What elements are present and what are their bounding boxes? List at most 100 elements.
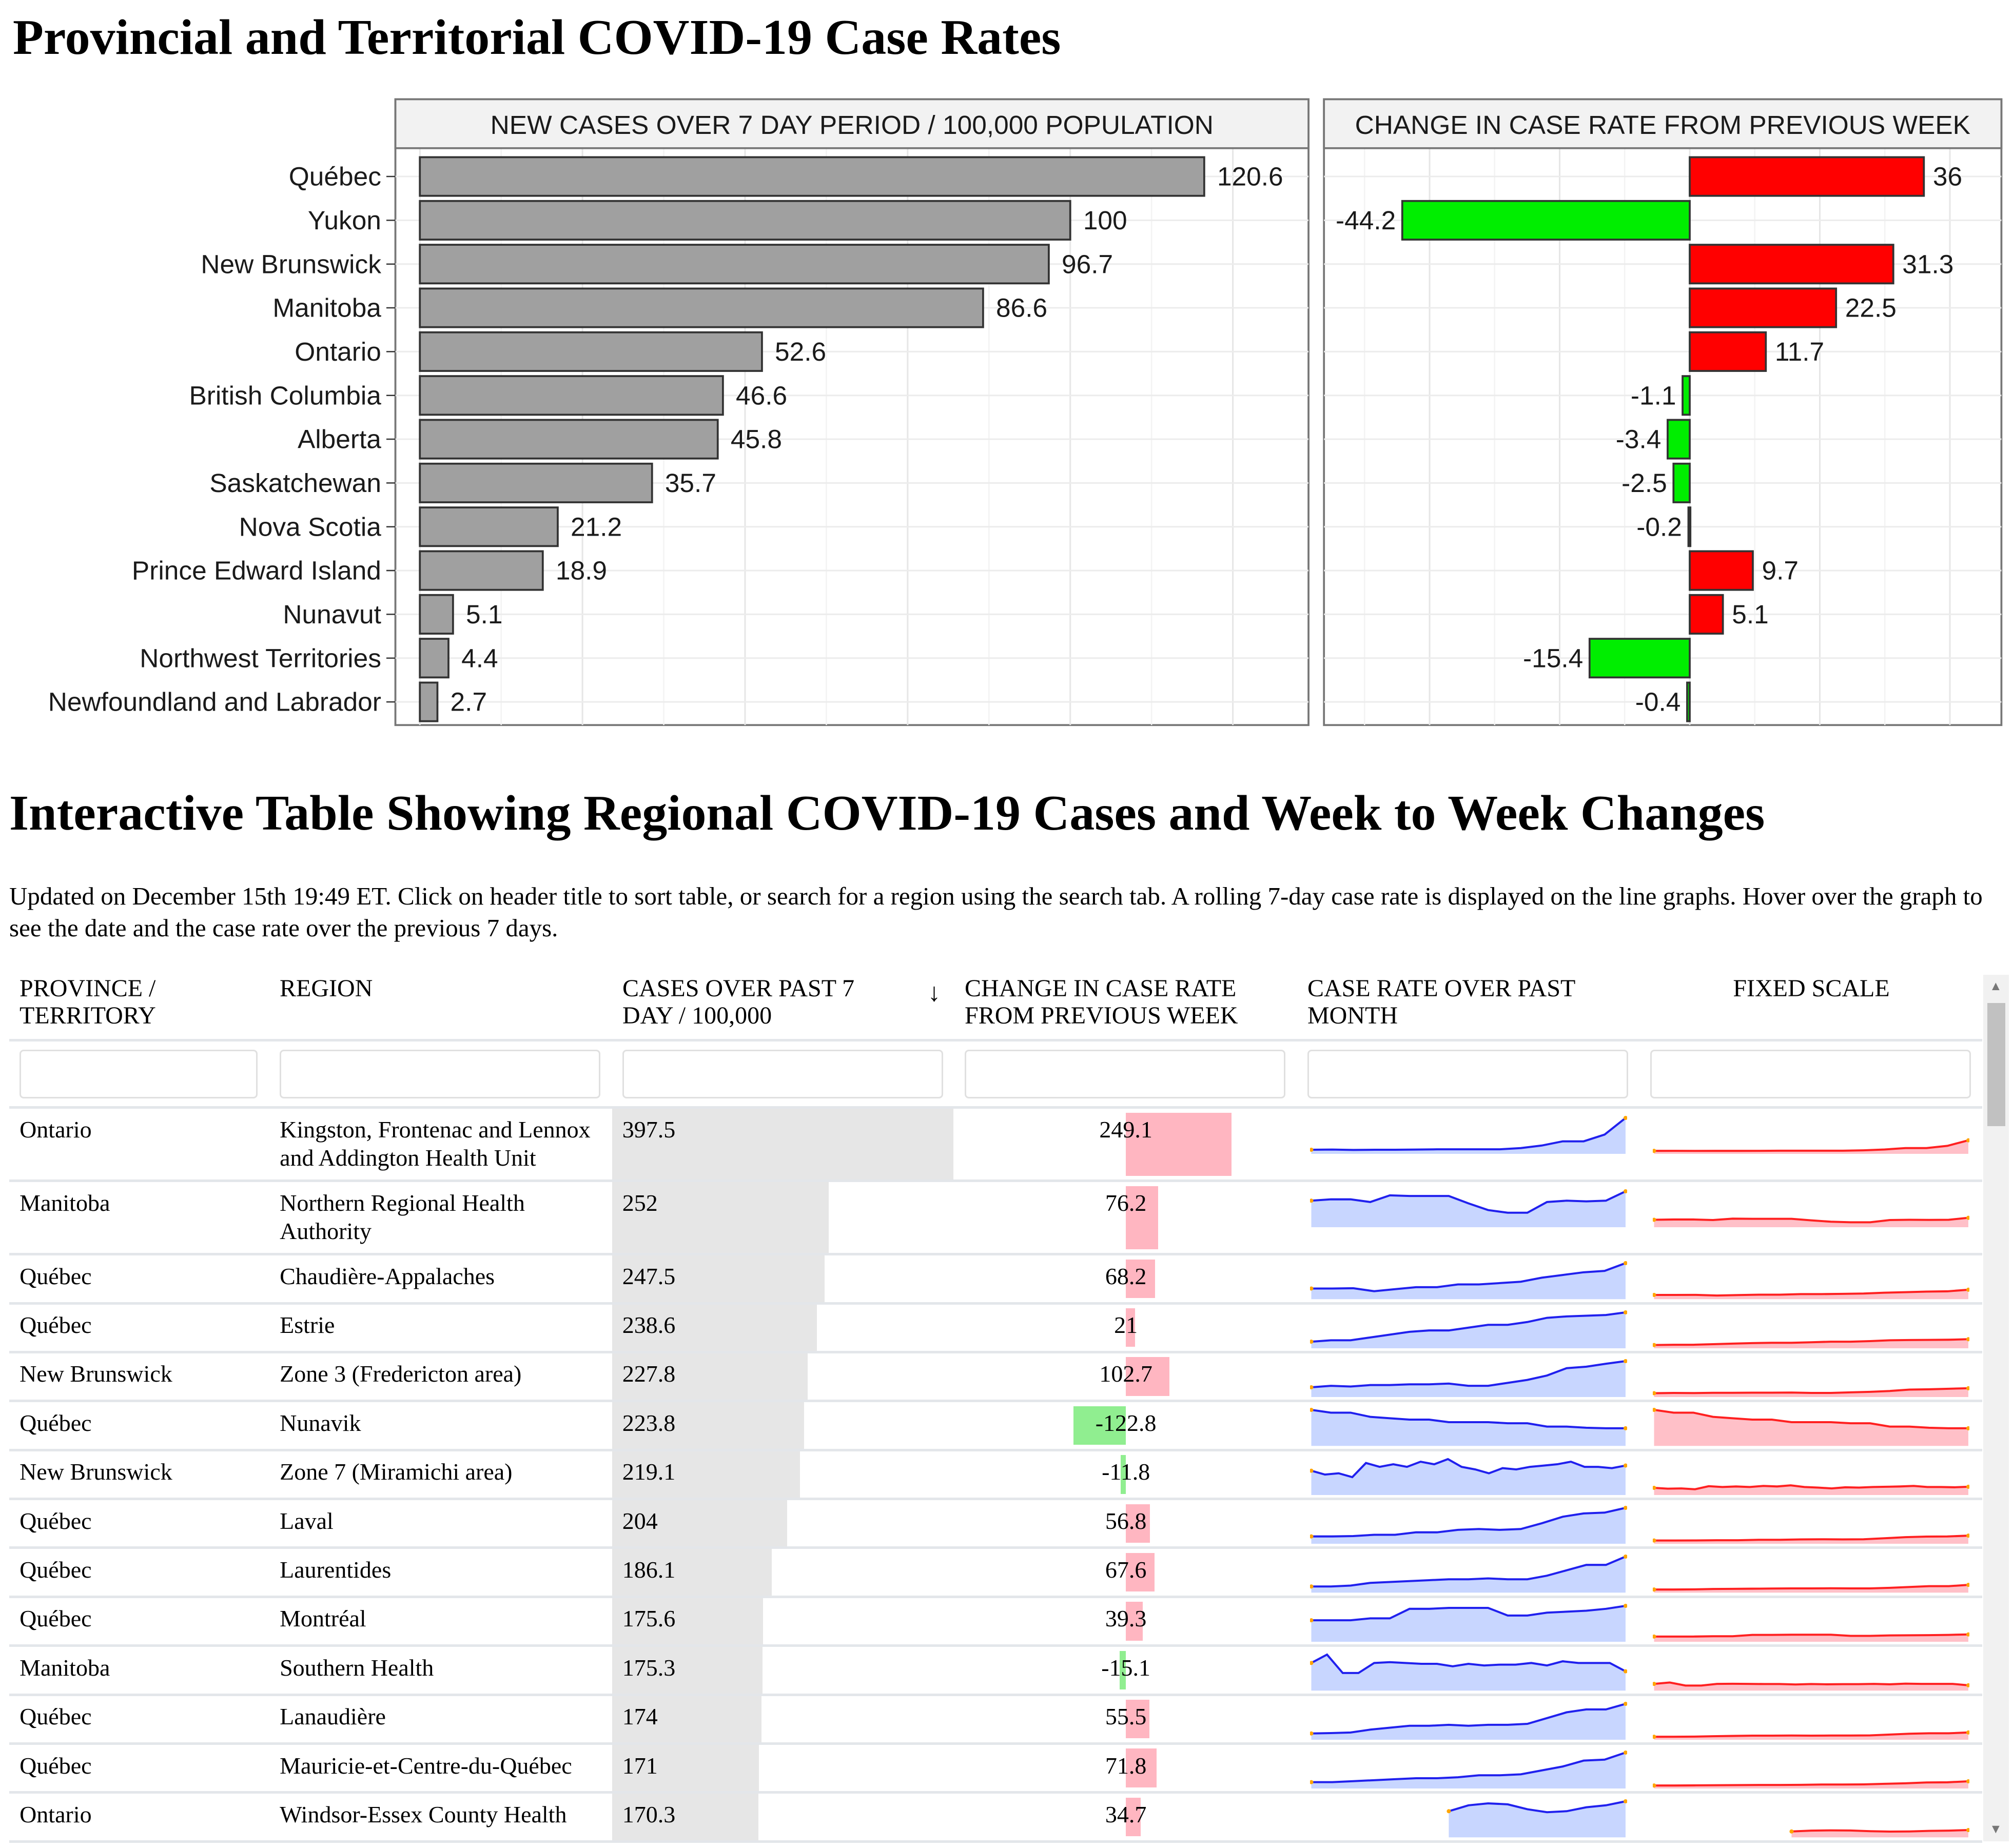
increase-bar: [1689, 550, 1754, 591]
table-row[interactable]: Québec Estrie 238.6 21: [9, 1304, 1982, 1353]
province-text: New Brunswick: [19, 1459, 172, 1485]
fixed-scale-sparkline[interactable]: [1652, 1603, 1970, 1642]
fixed-scale-sparkline[interactable]: [1652, 1310, 1970, 1348]
sparkline-point: [1624, 1669, 1627, 1674]
change-cell: 67.6: [954, 1549, 1297, 1595]
fixed-scale-cell: [1640, 1500, 1983, 1546]
scroll-up-icon[interactable]: ▲: [1989, 979, 2002, 993]
filter-fixed-input[interactable]: [1650, 1050, 1971, 1098]
sparkline-point: [1966, 1386, 1970, 1390]
scroll-down-icon[interactable]: ▼: [1989, 1822, 2002, 1836]
trend-sparkline[interactable]: [1310, 1750, 1627, 1789]
province-label: Yukon: [308, 205, 381, 235]
regional-table: PROVINCE / TERRITORY REGION CASES OVER P…: [9, 975, 1983, 1843]
decrease-bar: [1401, 200, 1691, 241]
trend-sparkline[interactable]: [1310, 1189, 1627, 1227]
trend-sparkline[interactable]: [1310, 1310, 1627, 1348]
province-text: Québec: [19, 1605, 92, 1632]
table-row[interactable]: Québec Lanaudière 174 55.5: [9, 1696, 1982, 1745]
province-cell: New Brunswick: [9, 1451, 269, 1498]
trend-sparkline[interactable]: [1310, 1505, 1627, 1544]
header-province[interactable]: PROVINCE / TERRITORY: [19, 975, 156, 1029]
cases-cell: 397.5: [612, 1109, 955, 1180]
fixed-scale-sparkline[interactable]: [1652, 1189, 1970, 1227]
trend-sparkline[interactable]: [1310, 1603, 1627, 1642]
province-cell: New Brunswick: [9, 1353, 269, 1400]
table-row[interactable]: Québec Laval 204 56.8: [9, 1500, 1982, 1549]
table-scrollbar[interactable]: ▲ ▼: [1983, 975, 2009, 1841]
header-change[interactable]: CHANGE IN CASE RATE FROM PREVIOUS WEEK: [965, 975, 1238, 1029]
filter-change-input[interactable]: [965, 1050, 1285, 1098]
trend-sparkline[interactable]: [1310, 1554, 1627, 1593]
increase-bar: [1126, 1259, 1155, 1299]
fixed-scale-sparkline[interactable]: [1652, 1652, 1970, 1691]
summary-charts: NEW CASES OVER 7 DAY PERIOD / 100,000 PO…: [48, 98, 2003, 726]
header-cases[interactable]: CASES OVER PAST 7 DAY / 100,000: [622, 975, 855, 1029]
fixed-scale-sparkline[interactable]: [1652, 1505, 1970, 1544]
table-row[interactable]: Québec Montréal 175.6 39.3: [9, 1598, 1982, 1647]
trend-sparkline[interactable]: [1310, 1407, 1627, 1446]
sparkline-point: [1310, 1661, 1314, 1665]
table-row[interactable]: Manitoba Northern Regional Health Authori…: [9, 1182, 1982, 1256]
header-region[interactable]: REGION: [280, 975, 373, 1002]
filter-region-input[interactable]: [280, 1050, 600, 1098]
fixed-scale-sparkline[interactable]: [1652, 1554, 1970, 1593]
fixed-scale-cell: [1640, 1353, 1983, 1400]
fixed-scale-sparkline[interactable]: [1652, 1359, 1970, 1398]
case-rate-label: 5.1: [466, 599, 503, 629]
cases-cell: 223.8: [612, 1402, 955, 1449]
fixed-scale-sparkline[interactable]: [1653, 1799, 1970, 1838]
trend-cell: [1297, 1255, 1640, 1302]
trend-sparkline[interactable]: [1310, 1261, 1627, 1300]
change-label: -2.5: [1621, 468, 1667, 498]
table-row[interactable]: Manitoba Southern Health 175.3 -15.1: [9, 1647, 1982, 1696]
table-row[interactable]: New Brunswick Zone 7 (Miramichi area) 219.…: [9, 1451, 1982, 1501]
trend-sparkline[interactable]: [1310, 1701, 1627, 1740]
scrollbar-thumb[interactable]: [1987, 1003, 2005, 1126]
sparkline-line: [1311, 1556, 1626, 1588]
change-cell: -15.1: [954, 1647, 1297, 1693]
trend-sparkline[interactable]: [1310, 1799, 1627, 1838]
decrease-bar: [1588, 638, 1691, 679]
filter-cases-input[interactable]: [622, 1050, 943, 1098]
table-row[interactable]: Québec Nunavik 223.8 -122.8: [9, 1402, 1982, 1451]
case-rate-label: 45.8: [731, 424, 782, 454]
sparkline-point: [1966, 1683, 1970, 1688]
filter-province-input[interactable]: [19, 1050, 258, 1098]
trend-sparkline[interactable]: [1310, 1457, 1627, 1496]
fixed-scale-sparkline[interactable]: [1652, 1407, 1970, 1446]
cases-bar: [612, 1402, 805, 1449]
sparkline-point: [1624, 1751, 1627, 1755]
filter-trend-input[interactable]: [1307, 1050, 1628, 1098]
sort-descending-icon[interactable]: ↓: [928, 978, 941, 1007]
header-fixed-scale[interactable]: FIXED SCALE: [1733, 975, 1890, 1002]
table-row[interactable]: Ontario Kingston, Frontenac and Lennox an…: [9, 1109, 1982, 1183]
decrease-bar: [1687, 506, 1692, 547]
decrease-bar: [1667, 419, 1691, 460]
sparkline-line: [1654, 1780, 1968, 1787]
change-text: 76.2: [1105, 1189, 1147, 1216]
table-row[interactable]: Québec Laurentides 186.1 67.6: [9, 1549, 1982, 1598]
fixed-scale-sparkline[interactable]: [1652, 1115, 1970, 1154]
sparkline-point: [1310, 1534, 1314, 1539]
fixed-scale-sparkline[interactable]: [1652, 1457, 1970, 1496]
fixed-scale-sparkline[interactable]: [1652, 1750, 1970, 1789]
header-trend[interactable]: CASE RATE OVER PAST MONTH: [1307, 975, 1575, 1029]
table-row[interactable]: New Brunswick Zone 3 (Fredericton area) 22…: [9, 1353, 1983, 1403]
trend-sparkline[interactable]: [1310, 1359, 1627, 1398]
trend-sparkline[interactable]: [1310, 1652, 1627, 1691]
change-label: 36: [1933, 162, 1962, 191]
fixed-scale-sparkline[interactable]: [1652, 1261, 1970, 1300]
fixed-scale-sparkline[interactable]: [1652, 1701, 1970, 1740]
province-cell: Québec: [9, 1305, 269, 1351]
table-row[interactable]: Québec Mauricie-et-Centre-du-Québec 171 71.…: [9, 1744, 1982, 1794]
sparkline-line: [1311, 1752, 1626, 1783]
table-row[interactable]: Ontario Windsor-Essex County Health 170.3 3…: [9, 1794, 1982, 1843]
province-cell: Québec: [9, 1598, 269, 1644]
increase-bar: [1126, 1357, 1170, 1396]
table-row[interactable]: Québec Chaudière-Appalaches 247.5 68.2: [9, 1255, 1982, 1305]
change-label: -15.4: [1523, 643, 1583, 673]
trend-sparkline[interactable]: [1310, 1115, 1627, 1154]
province-cell: Ontario: [9, 1109, 269, 1179]
cases-bar: [612, 1549, 772, 1596]
